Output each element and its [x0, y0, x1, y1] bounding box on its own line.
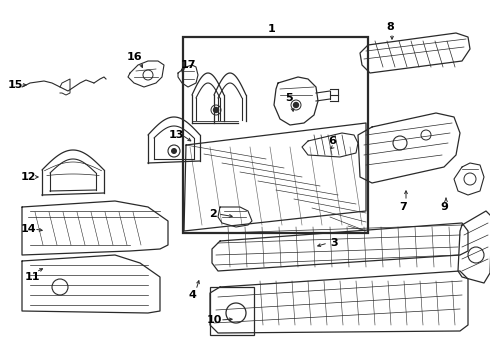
Text: 15: 15	[7, 80, 23, 90]
Text: 7: 7	[399, 202, 407, 212]
Text: 17: 17	[180, 60, 196, 70]
Text: 11: 11	[24, 272, 40, 282]
Text: 8: 8	[386, 22, 394, 32]
Bar	[183, 37, 368, 233]
Text: 2: 2	[209, 209, 217, 219]
Text: 6: 6	[328, 136, 336, 146]
Circle shape	[294, 103, 298, 108]
Text: 5: 5	[285, 93, 293, 103]
Text: 12: 12	[20, 172, 36, 182]
Text: 4: 4	[188, 290, 196, 300]
Bar	[210, 287, 254, 335]
Text: 1: 1	[268, 24, 276, 34]
Text: 16: 16	[126, 52, 142, 62]
Text: 3: 3	[330, 238, 338, 248]
Circle shape	[214, 108, 219, 112]
Circle shape	[171, 148, 177, 154]
Text: 10: 10	[206, 315, 221, 325]
Text: 14: 14	[20, 224, 36, 234]
Text: 9: 9	[440, 202, 448, 212]
Text: 13: 13	[168, 130, 184, 140]
